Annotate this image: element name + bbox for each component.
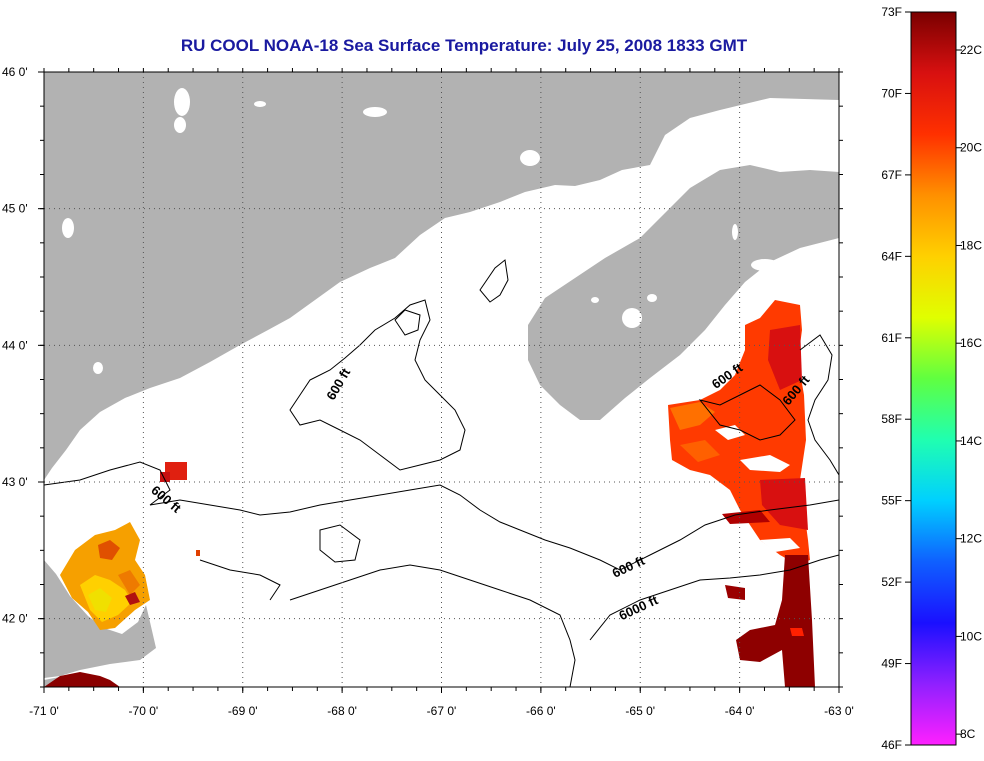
colorbar-c-label: 18C xyxy=(960,238,982,252)
axis-ticks: -71 0' -70 0' -69 0' -68 0' -67 0' -66 0' -65 … xyxy=(2,65,854,718)
lon-tick-label: -64 0' xyxy=(725,704,755,718)
colorbar-f-label: 73F xyxy=(881,5,902,19)
lon-tick-label: -67 0' xyxy=(427,704,457,718)
lon-tick-label: -68 0' xyxy=(327,704,357,718)
lon-tick-label: -66 0' xyxy=(526,704,556,718)
colorbar-f-label: 64F xyxy=(881,249,902,263)
map-title: RU COOL NOAA-18 Sea Surface Temperature:… xyxy=(180,36,748,55)
colorbar-c-label: 14C xyxy=(960,434,982,448)
colorbar-f-label: 58F xyxy=(881,412,902,426)
lon-tick-label: -71 0' xyxy=(29,704,59,718)
colorbar-f-label: 49F xyxy=(881,657,902,671)
lon-tick-label: -70 0' xyxy=(129,704,159,718)
lon-tick-label: -69 0' xyxy=(228,704,258,718)
colorbar-c-label: 10C xyxy=(960,629,982,643)
lon-tick-label: -63 0' xyxy=(824,704,854,718)
colorbar xyxy=(910,11,957,746)
lat-tick-label: 46 0' xyxy=(2,65,28,79)
colorbar-f-label: 70F xyxy=(881,86,902,100)
colorbar-c-label: 22C xyxy=(960,43,982,57)
colorbar-c-label: 8C xyxy=(960,727,976,741)
depth-contours xyxy=(44,259,839,687)
colorbar-f-label: 67F xyxy=(881,168,902,182)
lat-tick-label: 44 0' xyxy=(2,338,28,352)
colorbar-f-label: 46F xyxy=(881,738,902,752)
colorbar-c-label: 12C xyxy=(960,532,982,546)
sst-patches xyxy=(44,300,815,687)
lat-tick-label: 42 0' xyxy=(2,612,28,626)
colorbar-f-label: 52F xyxy=(881,575,902,589)
colorbar-c-label: 20C xyxy=(960,141,982,155)
lat-tick-label: 45 0' xyxy=(2,202,28,216)
colorbar-f-label: 55F xyxy=(881,494,902,508)
lon-tick-label: -65 0' xyxy=(625,704,655,718)
land-cape-cod xyxy=(44,560,156,678)
lakes xyxy=(62,88,779,374)
colorbar-c-label: 16C xyxy=(960,336,982,350)
lat-tick-label: 43 0' xyxy=(2,475,28,489)
land-mainland xyxy=(44,72,839,480)
land-nova-scotia xyxy=(528,165,839,420)
colorbar-f-label: 61F xyxy=(881,331,902,345)
colorbar-ticks: 73F 70F 67F 64F 61F 58F 55F 52F 49F 46F 22C 20C 18C 1… xyxy=(881,5,982,752)
